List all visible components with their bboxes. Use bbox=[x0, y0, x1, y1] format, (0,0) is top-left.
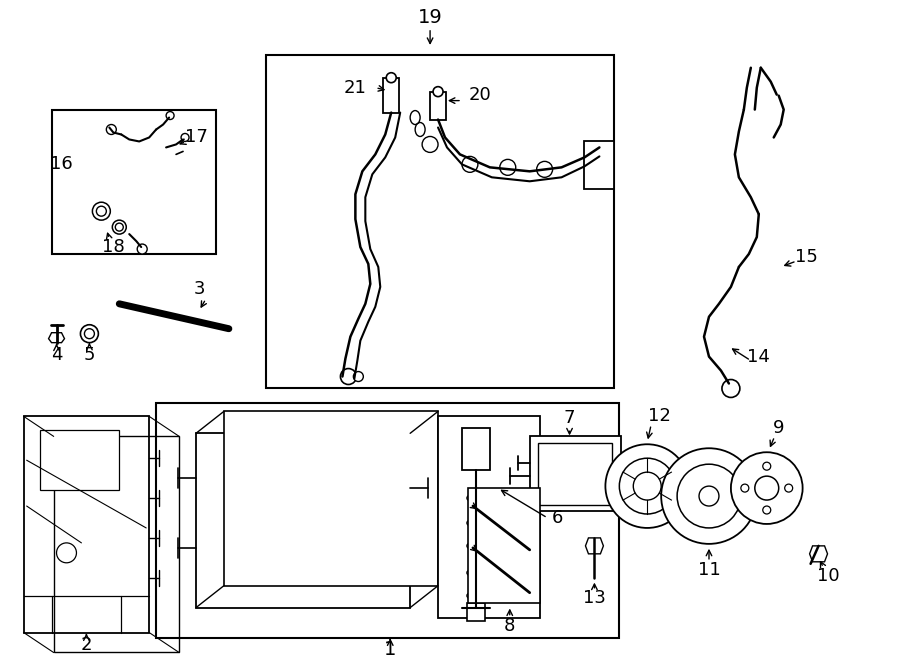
Text: 5: 5 bbox=[84, 346, 95, 364]
Circle shape bbox=[106, 124, 116, 134]
Circle shape bbox=[93, 202, 111, 220]
Text: 12: 12 bbox=[648, 407, 670, 426]
Circle shape bbox=[619, 458, 675, 514]
Circle shape bbox=[85, 329, 94, 338]
Circle shape bbox=[112, 220, 126, 234]
Text: 13: 13 bbox=[583, 589, 606, 607]
Text: 16: 16 bbox=[50, 155, 73, 173]
Circle shape bbox=[354, 371, 364, 381]
Text: 21: 21 bbox=[344, 79, 367, 97]
Bar bbox=[156, 403, 619, 637]
Circle shape bbox=[634, 472, 661, 500]
Circle shape bbox=[606, 444, 689, 528]
Bar bbox=[584, 141, 615, 189]
Text: 7: 7 bbox=[563, 409, 575, 428]
Circle shape bbox=[731, 452, 803, 524]
Circle shape bbox=[96, 206, 106, 216]
Circle shape bbox=[462, 157, 478, 173]
Circle shape bbox=[137, 244, 148, 254]
Bar bbox=[51, 110, 216, 254]
Bar bbox=[196, 434, 410, 607]
Text: 8: 8 bbox=[504, 617, 516, 635]
Bar bbox=[40, 430, 120, 490]
Bar bbox=[224, 411, 438, 586]
Text: 17: 17 bbox=[184, 128, 207, 147]
Text: 15: 15 bbox=[796, 248, 818, 266]
Circle shape bbox=[677, 464, 741, 528]
Bar bbox=[383, 78, 400, 112]
Text: 4: 4 bbox=[50, 346, 62, 364]
Circle shape bbox=[422, 136, 438, 153]
Text: 14: 14 bbox=[747, 348, 770, 366]
Circle shape bbox=[115, 223, 123, 231]
Bar bbox=[530, 436, 621, 511]
Circle shape bbox=[536, 161, 553, 177]
Circle shape bbox=[433, 87, 443, 97]
Circle shape bbox=[80, 325, 98, 342]
Text: 6: 6 bbox=[552, 509, 563, 527]
Text: 10: 10 bbox=[817, 566, 840, 585]
Bar bbox=[438, 416, 540, 617]
Circle shape bbox=[722, 379, 740, 397]
Circle shape bbox=[181, 134, 189, 141]
Circle shape bbox=[763, 506, 770, 514]
Text: 9: 9 bbox=[773, 419, 785, 438]
Circle shape bbox=[57, 543, 76, 563]
Circle shape bbox=[500, 159, 516, 175]
Circle shape bbox=[755, 476, 778, 500]
Bar bbox=[467, 603, 485, 621]
Bar bbox=[537, 444, 612, 505]
Text: 3: 3 bbox=[194, 280, 204, 298]
Circle shape bbox=[662, 448, 757, 544]
Circle shape bbox=[166, 112, 174, 120]
Text: 20: 20 bbox=[469, 86, 491, 104]
Circle shape bbox=[699, 486, 719, 506]
Bar bbox=[266, 55, 615, 389]
Bar bbox=[430, 92, 446, 120]
Text: 18: 18 bbox=[102, 238, 125, 256]
Text: 19: 19 bbox=[418, 9, 443, 27]
Text: 2: 2 bbox=[81, 637, 92, 654]
Circle shape bbox=[386, 73, 396, 83]
Circle shape bbox=[340, 369, 356, 385]
Bar bbox=[468, 488, 540, 603]
Text: 11: 11 bbox=[698, 561, 720, 579]
Text: 1: 1 bbox=[384, 640, 396, 659]
Circle shape bbox=[763, 462, 770, 470]
Bar bbox=[462, 428, 490, 470]
Circle shape bbox=[785, 484, 793, 492]
Circle shape bbox=[741, 484, 749, 492]
